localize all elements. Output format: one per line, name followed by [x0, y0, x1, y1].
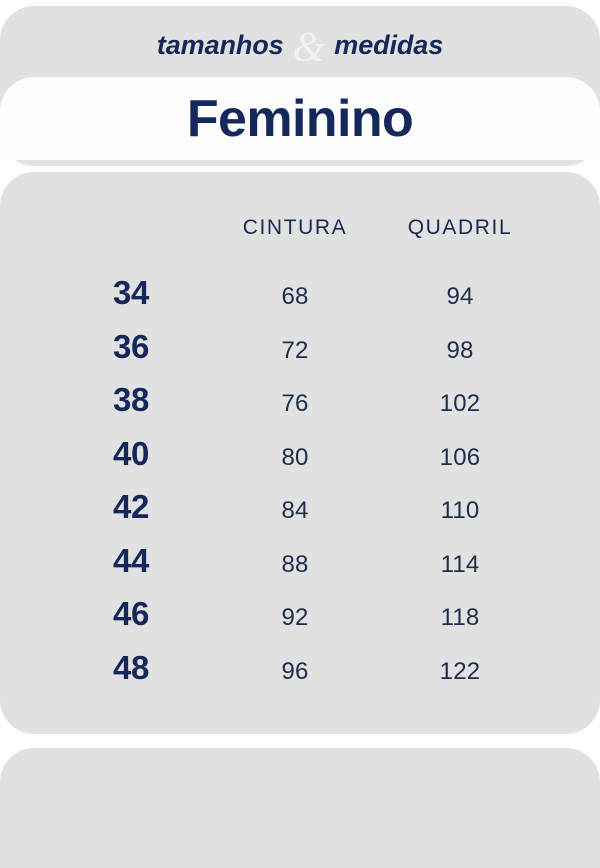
cell-quadril: 94	[446, 283, 474, 310]
cell-cintura: 84	[281, 497, 309, 524]
cell-quadril: 118	[440, 604, 480, 631]
ampersand-glyph: &	[292, 25, 326, 71]
cell-cintura: 96	[281, 657, 309, 685]
table-row: 36 72 98	[0, 327, 600, 383]
table-row: 34 68 94	[0, 275, 600, 329]
column-header-cintura: CINTURA	[242, 216, 348, 239]
cell-size: 38	[112, 381, 150, 418]
measurements-card: CINTURA QUADRIL 34 68 94 36 72 98 38 76	[0, 172, 600, 734]
table-row: 44 88 114	[0, 541, 600, 597]
cell-size: 44	[112, 541, 150, 579]
page-title: Feminino	[186, 89, 414, 148]
cell-size: 46	[112, 595, 150, 632]
cell-quadril: 122	[439, 657, 481, 685]
table-row: 40 80 106	[0, 434, 600, 490]
measurements-table: CINTURA QUADRIL 34 68 94 36 72 98 38 76	[0, 172, 600, 734]
cell-quadril: 110	[440, 497, 480, 524]
cell-size: 34	[112, 274, 150, 311]
cell-cintura: 92	[281, 604, 309, 631]
footer-card	[0, 748, 600, 868]
eyebrow-word-left: tamanhos	[156, 29, 284, 60]
cell-size: 40	[112, 434, 150, 472]
cell-cintura: 80	[281, 443, 309, 471]
cell-cintura: 68	[281, 283, 309, 310]
table-header-row: CINTURA QUADRIL	[0, 216, 600, 250]
eyebrow-word-right: medidas	[334, 29, 444, 60]
cell-cintura: 76	[281, 390, 309, 417]
cell-quadril: 98	[446, 336, 474, 364]
cell-size: 48	[112, 648, 150, 686]
table-row: 42 84 110	[0, 489, 600, 543]
cell-cintura: 72	[281, 336, 309, 364]
column-header-quadril: QUADRIL	[407, 216, 513, 239]
cell-quadril: 114	[440, 550, 480, 578]
cell-size: 42	[112, 488, 150, 525]
table-body: 34 68 94 36 72 98 38 76 102 40 80	[0, 275, 600, 703]
cell-size: 36	[112, 327, 150, 365]
table-row: 46 92 118	[0, 596, 600, 650]
size-chart-page: tamanhos & medidas Feminino CINTURA QUAD…	[0, 6, 600, 868]
cell-quadril: 106	[439, 443, 481, 471]
table-row: 38 76 102	[0, 382, 600, 436]
cell-quadril: 102	[439, 390, 481, 417]
eyebrow-tagline: tamanhos & medidas	[0, 6, 600, 84]
cell-cintura: 88	[281, 550, 309, 578]
table-row: 48 96 122	[0, 648, 600, 704]
title-band: Feminino	[0, 77, 600, 160]
